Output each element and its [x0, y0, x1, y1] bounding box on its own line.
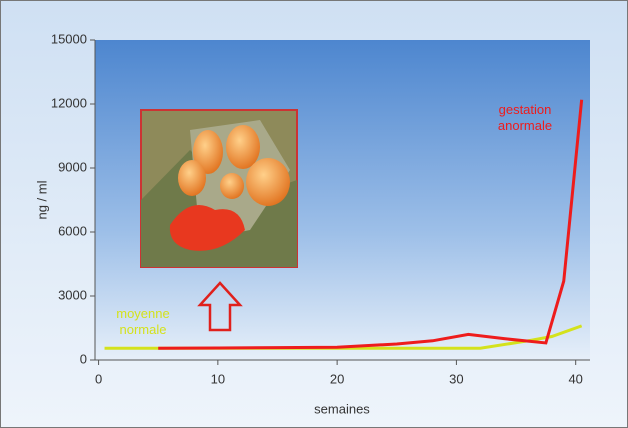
x-tick-label: 0 [95, 371, 102, 386]
series-line [158, 99, 584, 350]
x-tick-label: 30 [449, 371, 463, 386]
y-tick-label: 12000 [51, 95, 87, 110]
arrow [197, 281, 243, 332]
y-tick-label: 15000 [51, 31, 87, 46]
photo [140, 109, 298, 268]
y-axis-label: ng / ml [34, 180, 49, 219]
y-tick-label: 6000 [58, 223, 87, 238]
y-tick-label: 9000 [58, 159, 87, 174]
y-tick-label: 0 [80, 351, 87, 366]
y-tick-label: 3000 [58, 287, 87, 302]
x-tick-label: 40 [568, 371, 582, 386]
x-axis-label: semaines [314, 401, 370, 416]
series-label: gestation anormale [497, 102, 553, 133]
series-label: moyenne normale [116, 306, 170, 337]
x-tick-label: 10 [211, 371, 225, 386]
x-tick-label: 20 [330, 371, 344, 386]
